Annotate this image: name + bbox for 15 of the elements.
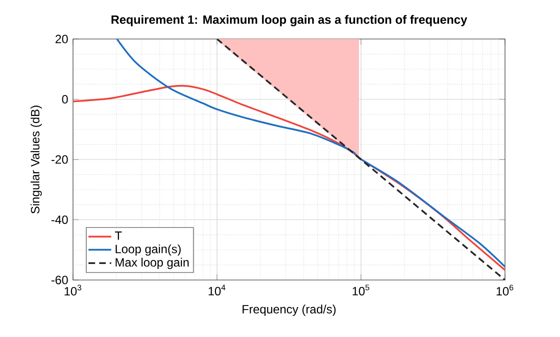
y-axis-title: Singular Values (dB) bbox=[30, 106, 42, 214]
y-tick-label: 0 bbox=[62, 94, 68, 104]
x-tick-label: 10$^{5}$ bbox=[352, 284, 370, 296]
x-tick-label: 10$^{3}$ bbox=[64, 284, 82, 296]
y-tick-label: 20 bbox=[56, 34, 68, 44]
chart-title: Requirement 1: Maximum loop gain as a function of frequency bbox=[112, 15, 468, 26]
legend-label: Max loop gain bbox=[116, 258, 189, 269]
x-tick-label: 10$^{6}$ bbox=[496, 284, 514, 296]
x-tick-label: 10$^{4}$ bbox=[208, 284, 226, 296]
y-tick-label: -20 bbox=[52, 155, 68, 164]
legend-label: Loop gain(s) bbox=[116, 244, 181, 256]
y-tick-label: -40 bbox=[52, 215, 68, 224]
legend-label: T bbox=[115, 232, 122, 240]
x-axis-title: Frequency (rad/s) bbox=[242, 304, 336, 316]
y-tick-label: -60 bbox=[52, 276, 68, 284]
